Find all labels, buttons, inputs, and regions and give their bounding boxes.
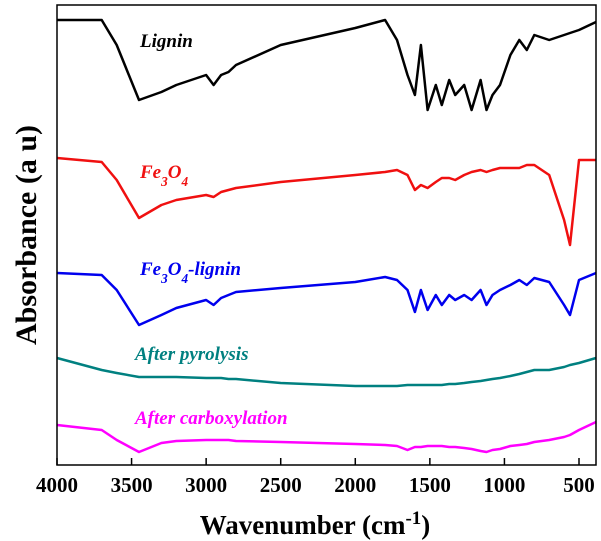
spectrum-line — [56, 271, 597, 327]
x-tick-label: 2000 — [334, 473, 376, 497]
x-tick-label: 1000 — [483, 473, 525, 497]
legend-label: After carboxylation — [134, 408, 288, 429]
legend-label: After pyrolysis — [134, 344, 248, 365]
spectrum-line — [56, 356, 597, 388]
legend-label: Lignin — [139, 31, 193, 52]
legend-label: Fe3O4 — [139, 162, 189, 189]
plot-frame — [56, 4, 597, 466]
spectrum-line — [57, 18, 597, 112]
x-tick-label: 1500 — [409, 473, 451, 497]
spectrum-line — [56, 156, 596, 247]
x-tick-label: 3500 — [111, 473, 153, 497]
x-tick-label: 2500 — [260, 473, 302, 497]
x-tick-label: 4000 — [36, 473, 78, 497]
x-axis-title: Wavenumber (cm-1) — [200, 508, 430, 541]
spectrum-line — [56, 420, 597, 454]
x-tick-label: 500 — [563, 473, 595, 497]
y-axis-title: Absorbance (a u) — [10, 125, 43, 345]
legend-label: Fe3O4-lignin — [139, 259, 241, 286]
x-tick-label: 3000 — [185, 473, 227, 497]
